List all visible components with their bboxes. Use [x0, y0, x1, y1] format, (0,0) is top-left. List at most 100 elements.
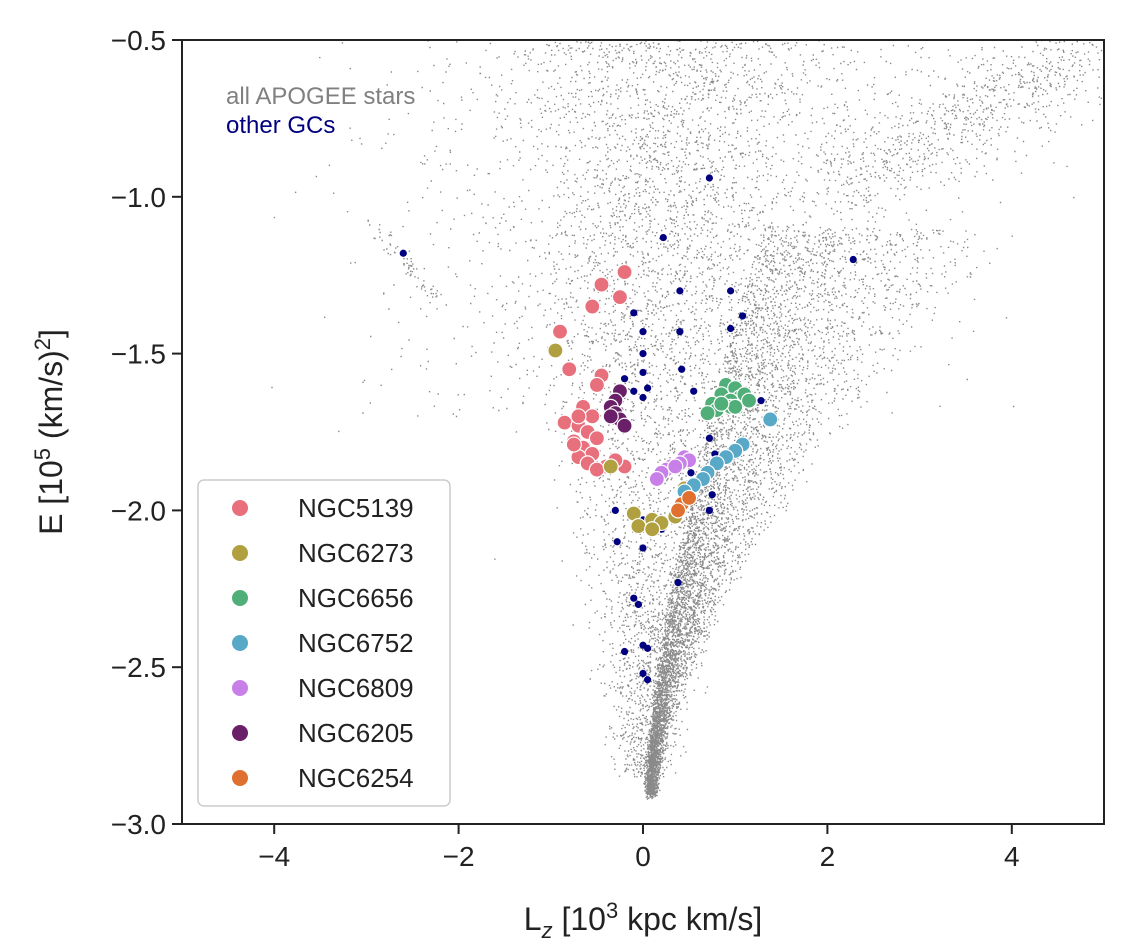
gc-point: [588, 376, 606, 394]
gc-point: [740, 392, 758, 409]
other-gc-point: [757, 397, 765, 405]
other-gc-point: [705, 506, 713, 514]
y-tick-label: −3.0: [111, 809, 166, 840]
series-ngc5139: [551, 263, 633, 478]
legend-marker: [232, 725, 248, 741]
gc-point: [588, 461, 606, 478]
other-gc-point: [613, 538, 621, 546]
other-gc-point: [639, 544, 647, 552]
other-gc-point: [644, 676, 652, 684]
y-tick-label: −1.0: [111, 182, 166, 213]
x-tick-label: −4: [258, 841, 290, 872]
gc-point: [616, 263, 633, 281]
other-gc-point: [639, 393, 647, 402]
y-tick-label: −0.5: [111, 25, 166, 56]
y-axis-label: E [105 (km/s)2]: [30, 329, 69, 535]
gc-point: [680, 489, 698, 506]
gc-point: [593, 276, 610, 293]
other-gc-point: [676, 328, 684, 336]
other-gc-point: [399, 249, 407, 257]
y-tick-label: −2.5: [111, 652, 166, 683]
legend-marker: [232, 545, 248, 561]
series-ngc6809: [648, 448, 698, 488]
other-gc-point: [659, 233, 667, 242]
other-gc-point: [708, 491, 716, 499]
series-ngc6205: [602, 383, 633, 434]
gc-point: [644, 521, 661, 538]
other-gc-point: [639, 669, 647, 678]
legend-label: NGC6254: [298, 763, 414, 793]
y-tick-label: −1.5: [111, 339, 166, 370]
x-tick-label: 2: [820, 841, 836, 872]
x-axis-label: Lz [103 kpc km/s]: [524, 898, 762, 943]
other-gc-point: [620, 375, 629, 383]
all-apogee-stars-label: all APOGEE stars: [226, 83, 415, 110]
y-tick-label: −2.0: [111, 495, 166, 526]
other-gc-point: [644, 384, 652, 392]
other-gc-point: [644, 644, 652, 652]
gc-point: [669, 502, 687, 519]
gc-point: [713, 395, 730, 412]
other-gc-point: [634, 600, 642, 609]
gc-point: [547, 342, 564, 359]
other-gc-point: [639, 350, 647, 358]
gc-point: [667, 458, 684, 475]
legend-label: NGC6656: [298, 583, 414, 613]
other-gc-point: [726, 287, 735, 295]
gc-point: [588, 430, 606, 447]
legend-label: NGC5139: [298, 493, 414, 523]
legend-label: NGC6273: [298, 538, 414, 568]
gc-point: [602, 458, 619, 475]
other-gc-point: [630, 309, 638, 317]
legend-marker: [232, 635, 248, 651]
legend: NGC5139 NGC6273 NGC6656 NGC6752 NGC6809 NGC62…: [197, 479, 451, 807]
gc-point: [584, 408, 601, 425]
gc-point: [727, 398, 744, 416]
other-gc-point: [639, 328, 647, 336]
gc-point: [611, 289, 629, 306]
other-gc-point: [639, 368, 647, 377]
gc-point: [561, 361, 578, 378]
other-gc-point: [630, 594, 638, 602]
series-ngc6254: [669, 489, 698, 519]
other-gc-point: [738, 312, 747, 320]
gc-point: [616, 417, 633, 434]
gc-point: [699, 405, 716, 422]
gc-point: [602, 408, 619, 425]
x-tick-label: 0: [635, 841, 651, 872]
other-gc-point: [705, 434, 713, 442]
gc-point: [630, 517, 647, 535]
legend-label: NGC6752: [298, 628, 414, 658]
other-gc-point: [705, 174, 713, 182]
other-gc-point: [674, 578, 682, 587]
gc-point: [648, 470, 665, 488]
legend-marker: [232, 680, 248, 696]
x-tick-label: 4: [1004, 841, 1020, 872]
other-gc-point: [678, 365, 686, 373]
other-gcs-label: other GCs: [226, 112, 335, 139]
legend-label: NGC6809: [298, 673, 414, 703]
x-tick-label: −2: [443, 841, 475, 872]
y-axis-ticks: −3.0 −2.5 −2.0 −1.5 −1.0 −0.5: [111, 25, 182, 840]
other-gc-point: [676, 287, 684, 295]
legend-marker: [232, 770, 248, 786]
gc-point: [570, 408, 587, 425]
other-gc-point: [726, 324, 735, 333]
other-gc-point: [849, 255, 857, 264]
x-axis-ticks: −4 −2 0 2 4: [258, 824, 1020, 872]
other-gc-point: [687, 469, 695, 477]
other-gc-point: [611, 506, 619, 514]
other-gc-point: [620, 647, 629, 656]
gc-point: [584, 298, 601, 315]
series-ngc6656: [699, 376, 758, 422]
other-gc-point: [630, 387, 638, 395]
gc-point: [556, 414, 573, 431]
gc-series-points: [547, 263, 779, 538]
legend-marker: [232, 590, 248, 606]
legend-box: [197, 479, 451, 807]
gc-point: [762, 411, 779, 428]
other-gc-point: [690, 387, 698, 395]
gc-point: [565, 436, 582, 453]
other-gcs-points: [399, 174, 857, 684]
